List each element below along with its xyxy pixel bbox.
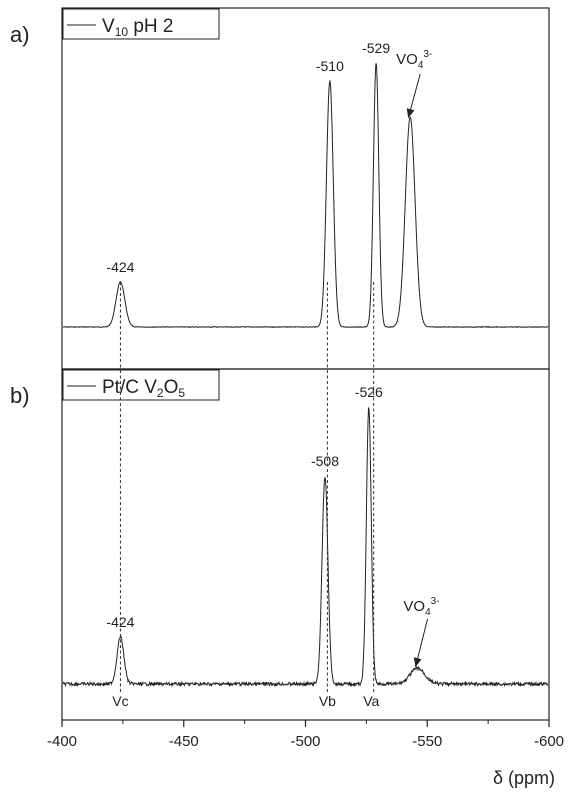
- site-label: Vc: [112, 693, 128, 709]
- annotation-label: VO43-: [396, 49, 432, 71]
- peak-label: -508: [311, 453, 339, 469]
- annotation-arrow-head: [413, 657, 422, 667]
- panel-label: b): [10, 383, 30, 408]
- vo4-annotation: VO43-: [396, 49, 432, 119]
- legend: V10 pH 2: [62, 8, 220, 40]
- legend-box: [62, 8, 220, 40]
- spectrum-line: [63, 63, 549, 329]
- x-tick-label: -550: [412, 733, 442, 750]
- peak-label: -510: [316, 58, 344, 74]
- x-axis: -400 -450 -500 -550 -600: [47, 720, 564, 750]
- legend-entry: Pt/C V2O5: [102, 377, 185, 400]
- legend-entry: V10 pH 2: [102, 16, 173, 39]
- peak-label: -526: [355, 384, 383, 400]
- reference-lines: [119, 282, 375, 694]
- panel-label: a): [10, 22, 30, 47]
- peak-label: -424: [106, 259, 134, 275]
- site-label: Vb: [319, 693, 336, 709]
- peak-label: -424: [106, 614, 134, 630]
- x-tick-label: -450: [169, 733, 199, 750]
- legend-box: [62, 369, 220, 401]
- x-tick-label: -400: [47, 733, 77, 750]
- legend: Pt/C V2O5: [62, 369, 220, 401]
- site-label: Va: [363, 693, 379, 709]
- x-tick-label: -500: [290, 733, 320, 750]
- x-tick-label: -600: [534, 733, 564, 750]
- panel-b: b) Pt/C V2O5 -424 -508 -526 VO43- Vc Vb Va: [10, 368, 550, 721]
- peak-label: -529: [362, 40, 390, 56]
- panel-a: a) V10 pH 2 -424 -510 -529 VO43-: [10, 7, 550, 370]
- panels: a) V10 pH 2 -424 -510 -529 VO43- b) Pt/C V2O5 -4…: [10, 7, 550, 721]
- spectrum-line: [62, 406, 549, 688]
- plot-frame: [61, 368, 550, 721]
- plot-frame: [61, 7, 550, 370]
- vo4-annotation: VO43-: [403, 596, 440, 668]
- annotation-arrow-head: [406, 108, 415, 118]
- x-axis-label: δ (ppm): [493, 768, 555, 788]
- annotation-label: VO43-: [403, 596, 439, 618]
